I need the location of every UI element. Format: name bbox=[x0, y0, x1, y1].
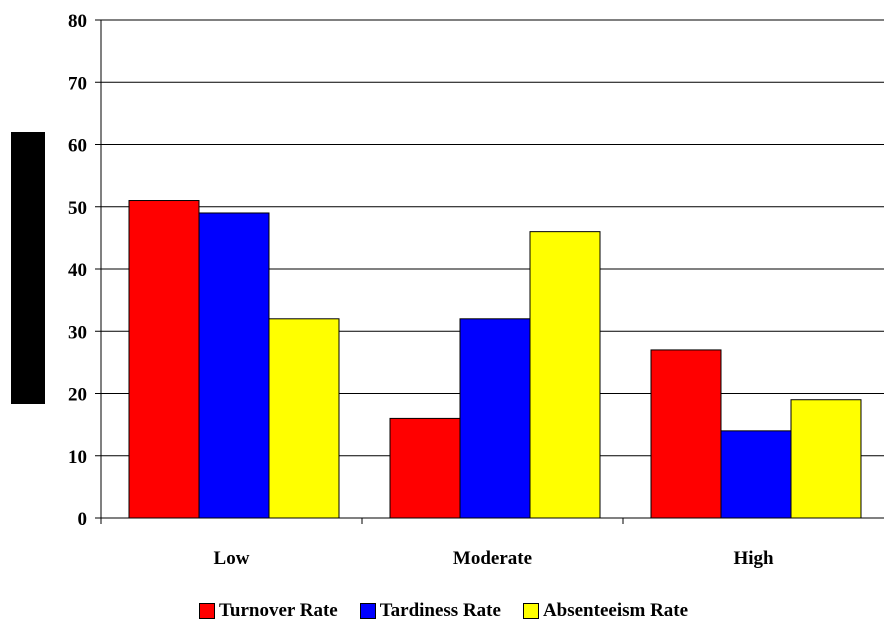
y-tick-label: 0 bbox=[78, 509, 88, 530]
bar-tardiness-rate-moderate bbox=[459, 318, 531, 519]
legend: Turnover Rate Tardiness Rate Absenteeism R… bbox=[0, 601, 887, 620]
bar-turnover-rate-moderate bbox=[389, 417, 461, 519]
y-tick-label: 80 bbox=[68, 11, 87, 32]
y-tick-label: 70 bbox=[68, 73, 87, 94]
bar-absenteeism-rate-low bbox=[268, 318, 340, 519]
axes bbox=[95, 19, 884, 524]
legend-swatch bbox=[522, 602, 539, 619]
bar-chart: 0 10 20 30 40 50 60 70 80 Low Moderate High bbox=[68, 11, 884, 569]
y-tick-label: 20 bbox=[68, 385, 87, 406]
legend-item-tardiness-rate: Tardiness Rate bbox=[359, 600, 501, 621]
y-tick-label: 30 bbox=[68, 322, 87, 343]
legend-label: Tardiness Rate bbox=[379, 600, 501, 621]
legend-label: Turnover Rate bbox=[218, 600, 338, 621]
x-tick-label: High bbox=[733, 548, 774, 569]
bar-turnover-rate-high bbox=[650, 349, 722, 519]
y-axis-label-box bbox=[11, 132, 45, 404]
legend-swatch bbox=[198, 602, 215, 619]
x-tick-label: Low bbox=[214, 548, 250, 569]
legend-item-turnover-rate: Turnover Rate bbox=[198, 600, 338, 621]
bars bbox=[128, 200, 862, 519]
bar-tardiness-rate-high bbox=[720, 430, 792, 519]
y-tick-label: 40 bbox=[68, 260, 87, 281]
legend-swatch bbox=[359, 602, 376, 619]
y-tick-label: 10 bbox=[68, 447, 87, 468]
x-tick-label: Moderate bbox=[453, 548, 532, 569]
legend-label: Absenteeism Rate bbox=[542, 600, 689, 621]
bar-tardiness-rate-low bbox=[198, 212, 270, 519]
bar-turnover-rate-low bbox=[128, 200, 200, 519]
y-tick-label: 50 bbox=[68, 198, 87, 219]
tick-labels: 0 10 20 30 40 50 60 70 80 Low Moderate High bbox=[68, 11, 774, 569]
legend-item-absenteeism-rate: Absenteeism Rate bbox=[522, 600, 689, 621]
y-tick-label: 60 bbox=[68, 136, 87, 157]
bar-absenteeism-rate-high bbox=[790, 399, 862, 519]
bar-absenteeism-rate-moderate bbox=[529, 231, 601, 519]
